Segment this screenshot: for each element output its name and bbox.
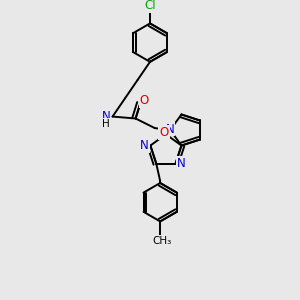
- Text: O: O: [140, 94, 149, 107]
- Text: H: H: [102, 119, 110, 129]
- Text: N: N: [140, 139, 149, 152]
- Text: N: N: [166, 123, 175, 136]
- Text: Cl: Cl: [144, 0, 156, 12]
- Text: N: N: [177, 157, 186, 170]
- Text: N: N: [101, 110, 110, 123]
- Text: CH₃: CH₃: [152, 236, 172, 246]
- Text: O: O: [159, 126, 169, 139]
